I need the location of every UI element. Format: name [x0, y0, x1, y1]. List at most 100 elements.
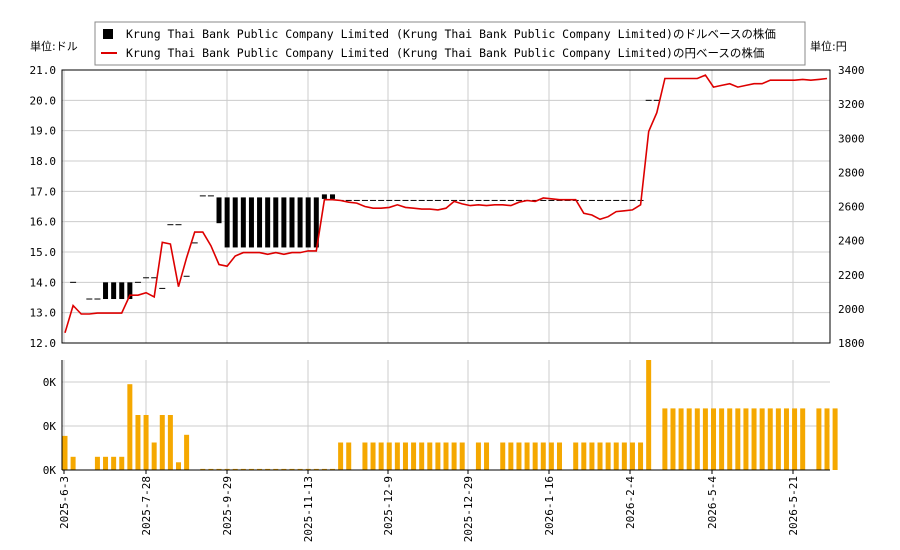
volume-bar	[792, 408, 798, 470]
volume-bar	[589, 442, 595, 470]
volume-bar	[711, 408, 717, 470]
usd-price-bar	[305, 197, 311, 248]
volume-bar	[330, 468, 336, 470]
volume-bar	[257, 468, 263, 470]
right-tick-label: 3200	[838, 98, 865, 111]
left-tick-label: 20.0	[30, 94, 57, 107]
volume-bar	[719, 408, 725, 470]
volume-bar	[419, 442, 425, 470]
legend-label-dollar: Krung Thai Bank Public Company Limited (…	[126, 27, 776, 41]
volume-bar	[556, 442, 562, 470]
legend-box	[94, 21, 806, 66]
volume-bar	[597, 442, 603, 470]
volume-bar	[540, 442, 546, 470]
x-tick-label: 2025-7-28	[140, 476, 153, 536]
volume-bar	[605, 442, 611, 470]
volume-bar	[248, 468, 254, 470]
left-tick-label: 19.0	[30, 125, 57, 138]
volume-bar	[281, 468, 287, 470]
right-tick-label: 1800	[838, 337, 865, 350]
usd-price-bar	[297, 197, 303, 248]
usd-price-bar	[111, 282, 117, 300]
volume-bar	[411, 442, 417, 470]
volume-bar	[338, 442, 344, 470]
yen-price-line	[64, 74, 828, 334]
volume-bar	[459, 442, 465, 470]
volume-bar	[638, 442, 644, 470]
volume-bar	[224, 468, 230, 470]
x-tick-label: 2025-12-9	[382, 476, 395, 536]
volume-bar	[678, 408, 684, 470]
volume-bar	[451, 442, 457, 470]
right-tick-label: 3400	[838, 64, 865, 77]
right-tick-label: 3000	[838, 132, 865, 145]
volume-bar	[775, 408, 781, 470]
price-panel	[64, 69, 830, 334]
usd-price-bar	[289, 197, 295, 248]
left-tick-label: 15.0	[30, 246, 57, 259]
volume-bar	[484, 442, 490, 470]
x-tick-label: 2026-1-16	[543, 476, 556, 536]
usd-price-bar	[273, 197, 279, 248]
usd-price-bar	[119, 282, 125, 300]
left-tick-label: 18.0	[30, 155, 57, 168]
right-tick-label: 2600	[838, 201, 865, 214]
x-tick-label: 2026-2-4	[624, 476, 637, 529]
volume-tick-label: 0K	[43, 376, 57, 389]
x-tick-label: 2025-6-3	[58, 476, 71, 529]
volume-bar	[702, 408, 708, 470]
volume-bar	[427, 442, 433, 470]
volume-bar	[159, 415, 165, 470]
volume-bar	[621, 442, 627, 470]
usd-price-bar	[224, 197, 230, 248]
volume-bar	[727, 408, 733, 470]
usd-price-bar	[265, 197, 271, 248]
volume-bar	[800, 408, 806, 470]
volume-bar	[832, 408, 838, 470]
volume-bar	[321, 468, 327, 470]
volume-bar	[743, 408, 749, 470]
volume-bar	[62, 435, 68, 470]
volume-bar	[581, 442, 587, 470]
right-tick-label: 2200	[838, 269, 865, 282]
volume-bar	[670, 408, 676, 470]
x-tick-label: 2026-5-4	[706, 476, 719, 529]
volume-bar	[297, 468, 303, 470]
volume-bar	[94, 456, 100, 470]
volume-bar	[816, 408, 822, 470]
volume-bar	[70, 456, 76, 470]
volume-panel	[62, 360, 838, 470]
volume-bar	[273, 468, 279, 470]
volume-bar	[240, 468, 246, 470]
usd-price-bar	[127, 282, 133, 300]
volume-bar	[216, 468, 222, 470]
legend-square-swatch	[103, 29, 113, 39]
usd-price-bar	[321, 194, 327, 199]
volume-bar	[532, 442, 538, 470]
right-tick-label: 2000	[838, 303, 865, 316]
volume-bar	[151, 442, 157, 470]
volume-bar	[475, 442, 481, 470]
grid	[62, 69, 830, 471]
volume-bar	[265, 468, 271, 470]
volume-bar	[435, 442, 441, 470]
volume-bar	[735, 408, 741, 470]
volume-bar	[516, 442, 522, 470]
volume-bar	[111, 456, 117, 470]
volume-bar	[289, 468, 295, 470]
usd-price-bar	[248, 197, 254, 248]
volume-bar	[767, 408, 773, 470]
volume-bar	[200, 468, 206, 470]
x-tick-label: 2026-5-21	[787, 476, 800, 536]
volume-bar	[103, 456, 109, 470]
usd-price-bar	[313, 197, 319, 248]
right-tick-label: 2800	[838, 166, 865, 179]
volume-bar	[175, 462, 181, 470]
price-frame	[61, 69, 831, 344]
volume-bar	[119, 456, 125, 470]
volume-bar	[346, 442, 352, 470]
volume-bar	[167, 415, 173, 470]
right-unit-label: 単位:円	[810, 39, 847, 53]
legend: Krung Thai Bank Public Company Limited (…	[94, 21, 806, 66]
volume-bar	[751, 408, 757, 470]
